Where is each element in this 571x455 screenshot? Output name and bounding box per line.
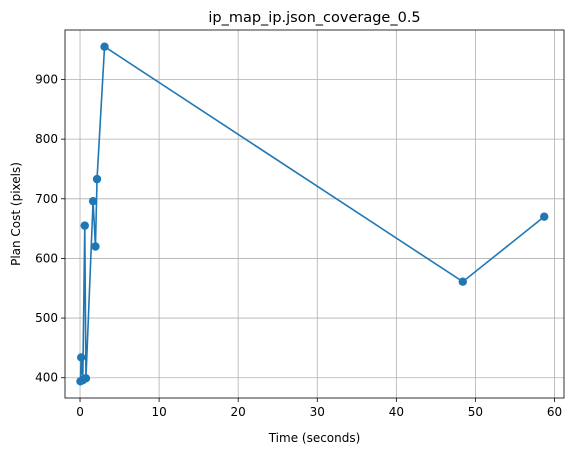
x-tick-label: 0 xyxy=(76,405,84,419)
x-axis-label: Time (seconds) xyxy=(268,431,361,445)
y-tick-label: 400 xyxy=(35,371,58,385)
data-point xyxy=(540,212,549,221)
data-point xyxy=(80,221,89,230)
data-point xyxy=(77,353,86,362)
y-tick-label: 700 xyxy=(35,192,58,206)
y-tick-label: 600 xyxy=(35,251,58,265)
y-tick-label: 800 xyxy=(35,132,58,146)
x-tick-label: 10 xyxy=(151,405,166,419)
grid-lines xyxy=(65,30,564,398)
x-tick-label: 50 xyxy=(468,405,483,419)
y-tick-label: 500 xyxy=(35,311,58,325)
y-axis-label: Plan Cost (pixels) xyxy=(9,162,23,266)
data-point xyxy=(92,174,102,184)
x-tick-label: 20 xyxy=(231,405,246,419)
data-point xyxy=(81,374,91,383)
data-point xyxy=(458,277,467,286)
series-line xyxy=(79,45,545,382)
series-layer xyxy=(76,42,549,386)
chart-title: ip_map_ip.json_coverage_0.5 xyxy=(208,10,420,26)
x-tick-label: 40 xyxy=(389,405,404,419)
data-point xyxy=(100,42,109,51)
data-point xyxy=(91,242,100,251)
x-tick-label: 60 xyxy=(547,405,562,419)
data-point xyxy=(88,196,98,206)
y-tick-label: 900 xyxy=(35,73,58,87)
axis-ticks: 0 10 20 30 40 50 60 400 500 600 700 800 900 xyxy=(35,73,562,419)
x-tick-label: 30 xyxy=(310,405,325,419)
plot-frame xyxy=(64,29,565,399)
